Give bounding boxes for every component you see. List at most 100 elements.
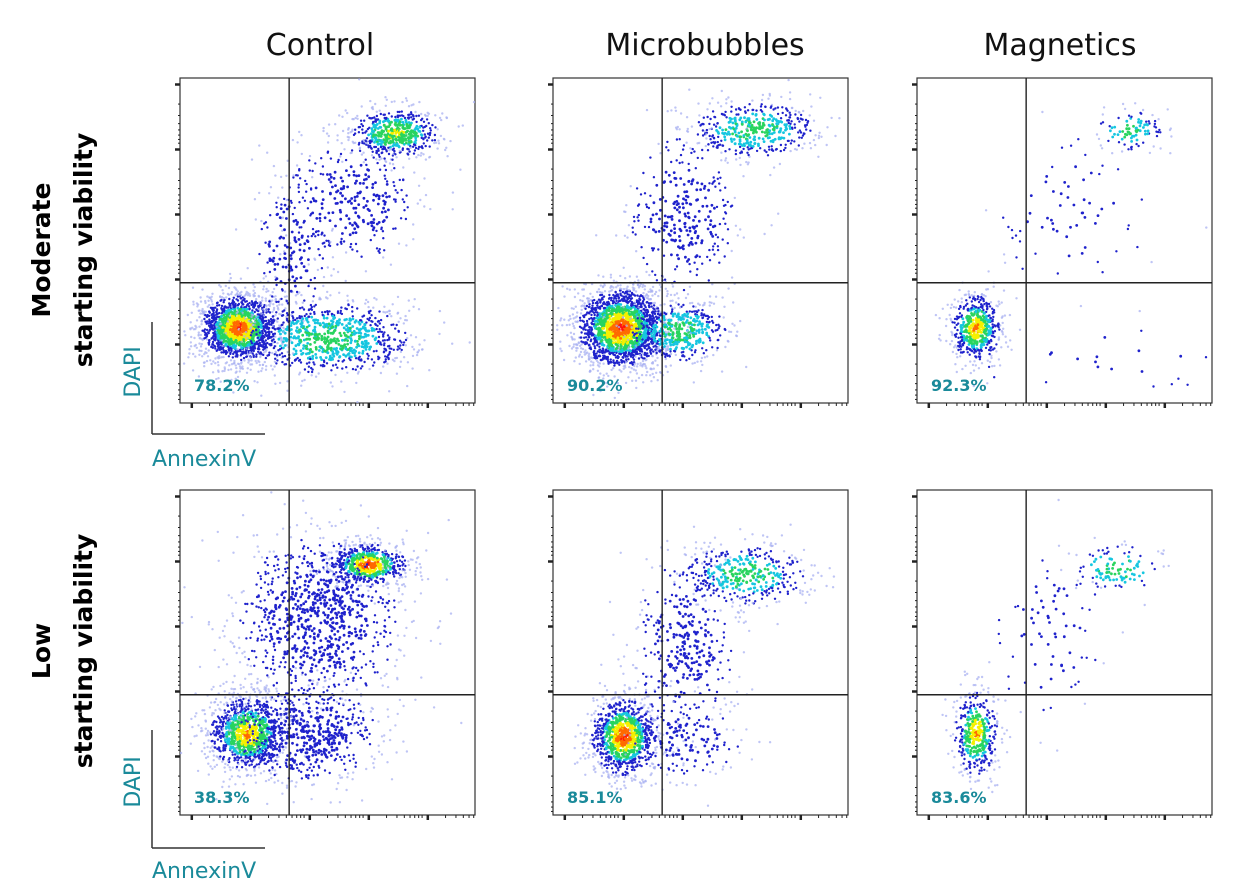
data-point	[291, 212, 295, 216]
data-point	[299, 338, 302, 342]
data-point	[307, 284, 310, 288]
data-point	[352, 170, 356, 174]
data-point	[247, 305, 251, 308]
data-point	[310, 374, 313, 377]
data-point	[326, 290, 329, 294]
data-point	[394, 189, 397, 192]
data-point	[378, 158, 381, 161]
data-point	[307, 258, 310, 261]
data-point	[264, 342, 268, 345]
data-point	[310, 332, 313, 336]
data-point	[364, 204, 368, 208]
y-axis-label: DAPI	[121, 756, 146, 807]
data-point	[336, 311, 340, 315]
data-point	[379, 318, 383, 322]
data-point	[354, 349, 357, 353]
data-point	[265, 346, 268, 349]
data-point	[373, 296, 376, 300]
data-point	[399, 317, 402, 320]
data-point	[427, 112, 431, 116]
data-point	[371, 334, 375, 338]
row-title-moderate-line1: Moderate	[27, 182, 56, 317]
data-point	[255, 297, 258, 301]
data-point	[308, 246, 311, 250]
data-point	[651, 294, 654, 297]
data-point	[409, 123, 412, 127]
data-point	[359, 327, 363, 331]
data-point	[361, 349, 365, 353]
data-points	[556, 78, 841, 400]
data-point	[268, 351, 271, 354]
data-point	[215, 310, 218, 314]
data-point	[417, 349, 421, 352]
data-point	[332, 352, 335, 355]
data-point	[388, 352, 391, 355]
data-point	[319, 219, 322, 223]
data-point	[385, 195, 389, 199]
data-point	[274, 357, 277, 360]
data-point	[274, 328, 277, 331]
data-point	[334, 324, 338, 328]
data-point	[289, 254, 293, 257]
data-point	[422, 142, 425, 145]
data-point	[265, 349, 268, 352]
data-point	[364, 334, 368, 338]
data-point	[272, 346, 276, 350]
data-point	[605, 372, 608, 375]
data-point	[307, 308, 311, 312]
data-point	[356, 401, 359, 403]
data-point	[329, 157, 333, 160]
data-point	[445, 146, 448, 149]
data-point	[289, 199, 293, 203]
data-point	[404, 138, 407, 142]
data-point	[346, 185, 349, 189]
data-point	[646, 332, 649, 335]
data-point	[397, 329, 400, 333]
data-point	[358, 149, 362, 153]
data-point	[222, 292, 225, 295]
data-point	[322, 316, 326, 320]
data-point	[360, 255, 363, 258]
data-point	[278, 257, 282, 261]
data-point	[578, 316, 582, 319]
data-point	[259, 355, 262, 359]
data-point	[291, 138, 295, 142]
data-point	[336, 243, 339, 246]
data-point	[341, 160, 344, 163]
data-point	[283, 331, 287, 335]
data-point	[653, 301, 656, 305]
data-point	[277, 337, 281, 341]
data-point	[285, 234, 288, 237]
data-point	[643, 357, 646, 360]
data-point	[645, 270, 648, 274]
data-point	[321, 257, 325, 260]
data-point	[326, 339, 330, 343]
data-point	[422, 129, 425, 132]
data-point	[384, 168, 388, 172]
data-point	[472, 100, 475, 104]
data-point	[368, 141, 372, 145]
data-point	[313, 287, 317, 290]
data-point	[321, 321, 325, 325]
data-point	[265, 365, 268, 368]
data-point	[354, 128, 357, 131]
data-point	[375, 229, 378, 233]
data-point	[198, 342, 201, 345]
data-point	[198, 349, 201, 352]
data-point	[588, 328, 591, 331]
data-point	[556, 324, 559, 327]
data-point	[227, 293, 231, 296]
data-point	[234, 364, 237, 367]
data-point	[328, 173, 332, 176]
data-point	[377, 249, 380, 253]
data-point	[233, 286, 236, 289]
data-point	[346, 294, 349, 297]
data-point	[404, 127, 407, 130]
data-point	[258, 331, 262, 334]
data-point	[395, 372, 399, 375]
data-point	[257, 318, 261, 322]
data-point	[351, 315, 354, 318]
data-point	[386, 345, 390, 348]
data-point	[333, 329, 336, 333]
data-point	[281, 323, 284, 326]
